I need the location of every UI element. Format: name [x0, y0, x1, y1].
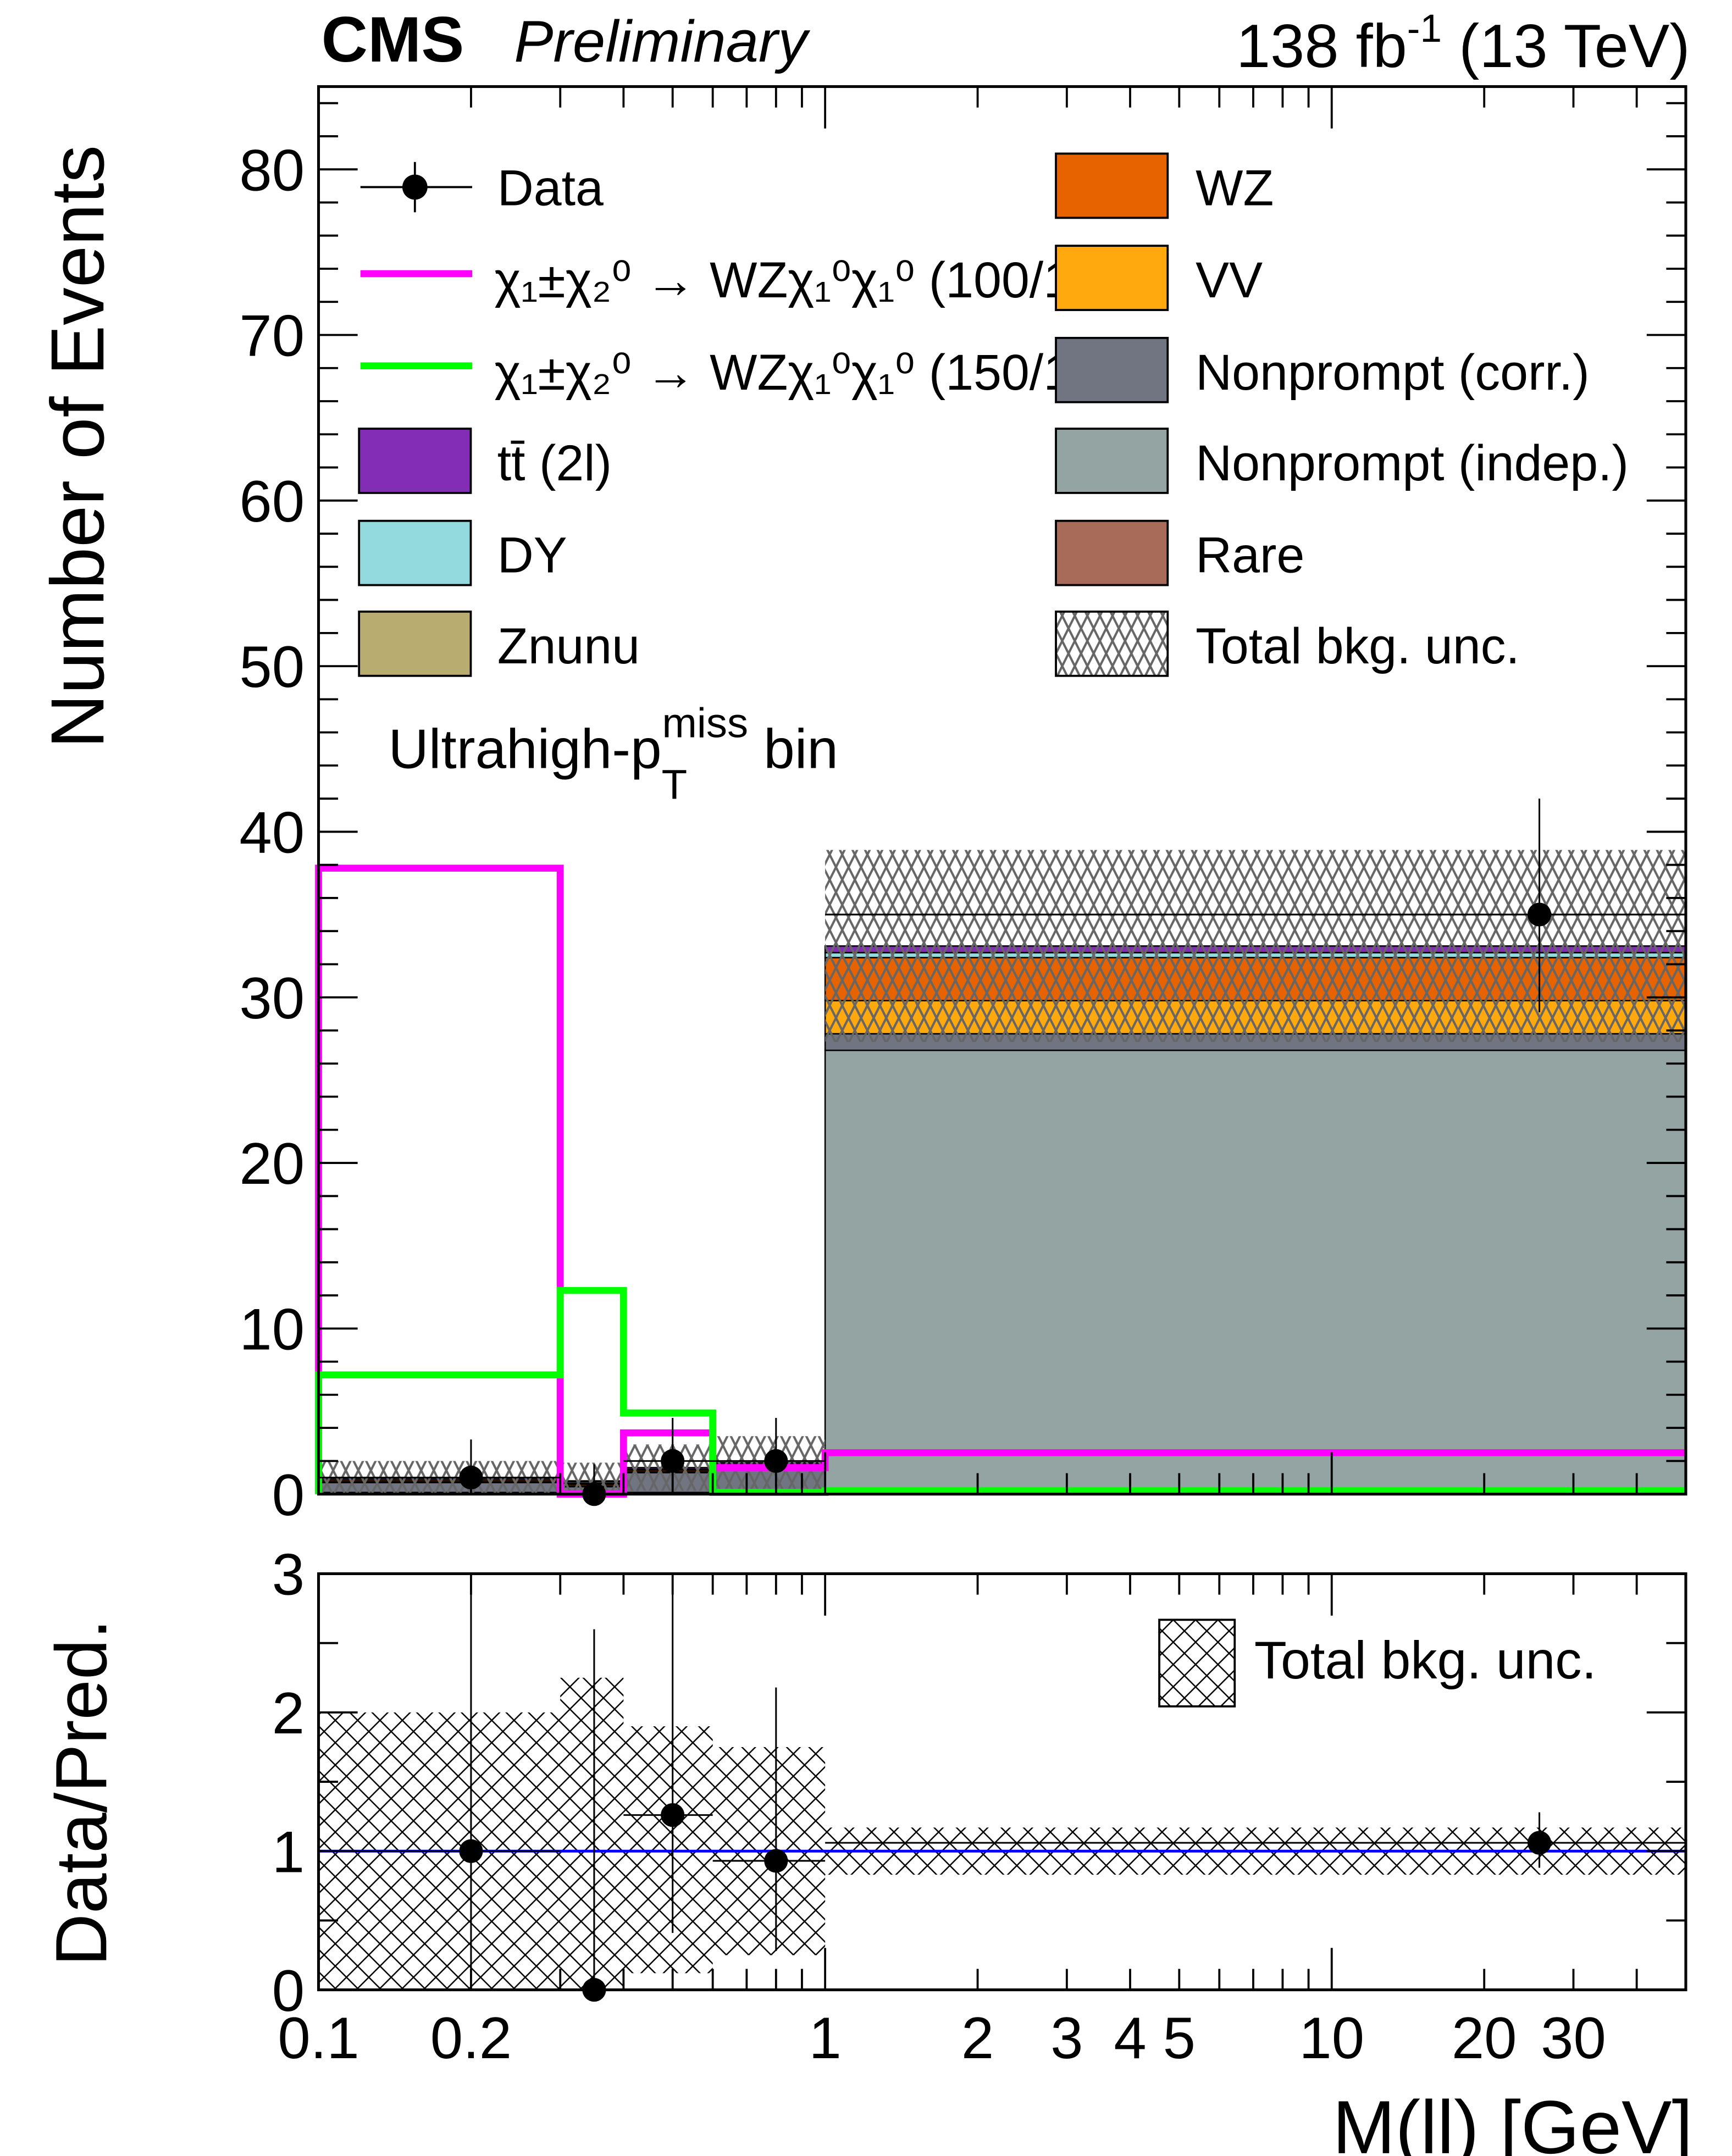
ratio-y-tick-label: 2	[272, 1680, 305, 1746]
x-tick-label: 4	[1114, 2005, 1146, 2071]
y-tick-label: 0	[272, 1462, 305, 1528]
x-tick-label: 1	[809, 2005, 841, 2071]
y-tick-label: 50	[239, 634, 305, 700]
main-axes-frame	[317, 85, 1687, 1496]
legend-label: Nonprompt (indep.)	[1196, 435, 1629, 491]
legend-label: Znunu	[497, 618, 640, 674]
ratio-point	[1527, 1831, 1552, 1855]
ratio-y-tick-label: 0	[272, 1958, 305, 2024]
legend-swatch	[1055, 519, 1169, 586]
cms-label: CMS	[322, 3, 464, 75]
ratio-point	[764, 1849, 788, 1873]
region-label: Ultrahigh-pTmiss bin	[389, 700, 838, 808]
x-tick-label: 2	[961, 2005, 994, 2071]
region-label-sub: T	[662, 761, 688, 808]
legend-signal-label-0: χ₁±χ₂⁰ → WZχ₁⁰χ₁⁰ (100/1)	[495, 252, 1088, 308]
legend-label: Rare	[1196, 528, 1304, 584]
y-tick-label: 30	[239, 965, 305, 1031]
x-tick-label: 20	[1452, 2005, 1517, 2071]
lumi-value: 138 fb	[1236, 12, 1407, 80]
legend-label: VV	[1196, 252, 1263, 308]
legend-label: Nonprompt (corr.)	[1196, 345, 1590, 401]
lumi-exponent: -1	[1407, 7, 1442, 51]
region-label-sup: miss	[662, 700, 748, 747]
legend-signal-label-1: χ₁±χ₂⁰ → WZχ₁⁰χ₁⁰ (150/1)	[495, 345, 1088, 401]
data-point	[661, 1449, 685, 1473]
ratio-legend-unc-swatch	[1158, 1619, 1236, 1708]
ratio-unc-band	[560, 1677, 624, 1990]
x-axis-label: M(ll) [GeV]	[1332, 2086, 1692, 2156]
ratio-y-axis-label: Data/Pred.	[40, 1619, 121, 1966]
bkg-unc-band	[825, 850, 1686, 1043]
legend: Data χ₁±χ₂⁰ → WZχ₁⁰χ₁⁰ (100/1) χ₁±χ₂⁰ → WZ…	[358, 152, 1629, 677]
y-tick-label: 10	[239, 1296, 305, 1362]
region-label-pre: Ultrahigh-p	[389, 717, 662, 780]
ratio-point	[661, 1803, 685, 1827]
x-tick-label: 0.2	[430, 2005, 512, 2071]
main-y-axis-label: Number of Events	[36, 145, 120, 749]
x-tick-label: 5	[1163, 2005, 1196, 2071]
y-tick-label: 60	[239, 468, 305, 534]
y-tick-label: 20	[239, 1130, 305, 1196]
legend-swatch	[1055, 336, 1169, 403]
bkg-bar-0-4	[824, 1049, 1687, 1495]
y-tick-label: 40	[239, 800, 305, 866]
legend-data-marker	[402, 174, 428, 200]
x-tick-label: 10	[1299, 2005, 1364, 2071]
legend-swatch	[1055, 245, 1169, 311]
energy-value: (13 TeV)	[1442, 12, 1690, 80]
legend-unc-swatch	[1055, 610, 1169, 677]
x-tick-label: 30	[1541, 2005, 1606, 2071]
ratio-y-tick-label: 1	[272, 1819, 305, 1885]
data-point	[1527, 902, 1552, 927]
region-label-post: bin	[748, 717, 838, 780]
data-point	[764, 1449, 788, 1473]
y-tick-label: 80	[239, 137, 305, 203]
y-tick-label: 70	[239, 303, 305, 369]
legend-swatch	[1055, 152, 1169, 219]
legend-label: WZ	[1196, 160, 1274, 216]
ratio-legend-unc-label: Total bkg. unc.	[1254, 1631, 1597, 1690]
main-plot: 0 10 20 30 40 50 60 70 80	[239, 85, 1687, 1528]
preliminary-label: Preliminary	[514, 8, 810, 74]
legend-data-label: Data	[497, 160, 604, 216]
ratio-point	[459, 1839, 483, 1863]
legend-swatch	[358, 610, 472, 677]
legend-swatch	[1055, 428, 1169, 494]
ratio-y-tick-label: 3	[272, 1542, 305, 1608]
x-tick-label: 0.1	[278, 2005, 359, 2071]
lumi-label: 138 fb-1 (13 TeV)	[1236, 7, 1690, 80]
x-tick-label: 3	[1050, 2005, 1083, 2071]
legend-swatch	[358, 428, 472, 494]
legend-label: tt̄ (2l)	[497, 435, 612, 491]
legend-label: DY	[497, 528, 567, 584]
legend-unc-label: Total bkg. unc.	[1196, 618, 1520, 674]
legend-swatch	[358, 519, 472, 586]
